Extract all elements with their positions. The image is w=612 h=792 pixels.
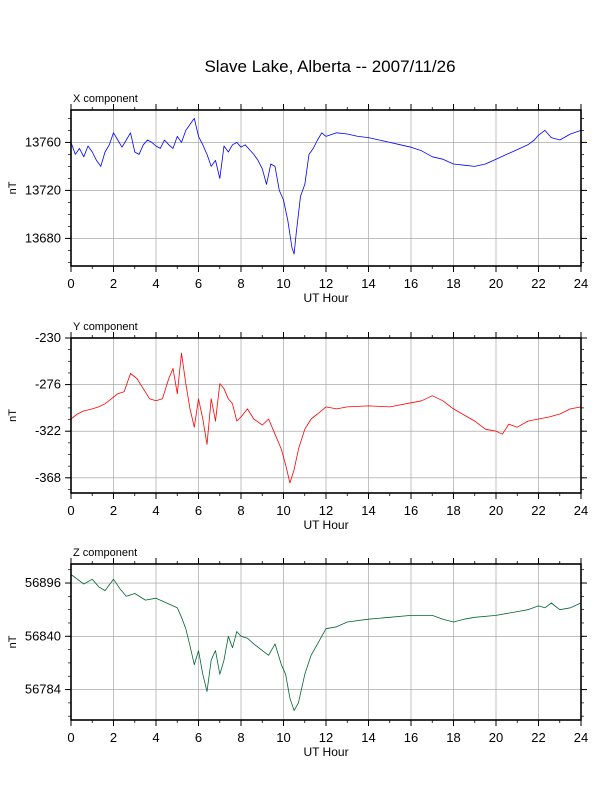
- chart-3-ytick-label-1: 56840: [25, 628, 61, 643]
- chart-title: Slave Lake, Alberta -- 2007/11/26: [204, 57, 456, 76]
- chart-3-xtick-label-8: 16: [404, 730, 418, 745]
- chart-3-xtick-label-6: 12: [319, 730, 333, 745]
- chart-2-series-line: [70, 352, 582, 484]
- chart-1-xtick-label-9: 18: [446, 276, 460, 291]
- chart-3-x-axis-label: UT Hour: [303, 745, 348, 759]
- chart-1-xtick-label-3: 6: [195, 276, 202, 291]
- chart-1-xtick-label-6: 12: [319, 276, 333, 291]
- chart-2-xtick-label-10: 20: [489, 503, 503, 518]
- chart-1-xtick-label-5: 10: [276, 276, 290, 291]
- chart-2-xtick-label-6: 12: [319, 503, 333, 518]
- chart-1-xtick-label-4: 8: [237, 276, 244, 291]
- chart-3-xtick-label-9: 18: [446, 730, 460, 745]
- chart-3-panel-label: Z component: [73, 547, 137, 559]
- chart-2-ytick-label-1: -276: [35, 377, 61, 392]
- chart-2-x-axis-label: UT Hour: [303, 518, 348, 532]
- chart-2-xtick-label-11: 22: [531, 503, 545, 518]
- chart-1-xtick-label-0: 0: [67, 276, 74, 291]
- chart-3-xtick-label-4: 8: [237, 730, 244, 745]
- chart-3-ytick-label-0: 56784: [25, 682, 61, 697]
- chart-3-xtick-label-3: 6: [195, 730, 202, 745]
- chart-2-xtick-label-12: 24: [574, 503, 588, 518]
- chart-2-xtick-label-7: 14: [361, 503, 375, 518]
- chart-2-y-axis-label: nT: [7, 409, 19, 422]
- chart-1-ytick-label-1: 13720: [25, 182, 61, 197]
- chart-1-xtick-label-10: 20: [489, 276, 503, 291]
- chart-2-panel-label: Y component: [73, 321, 138, 333]
- chart-2-xtick-label-2: 4: [152, 503, 159, 518]
- chart-1-panel-label: X component: [73, 93, 138, 105]
- chart-2-ytick-label-0: -230: [35, 330, 61, 345]
- chart-2-xtick-label-1: 2: [110, 503, 117, 518]
- chart-1-xtick-label-7: 14: [361, 276, 375, 291]
- chart-1-x-axis-label: UT Hour: [303, 291, 348, 305]
- chart-1-xtick-label-2: 4: [152, 276, 159, 291]
- chart-2-xtick-label-4: 8: [237, 503, 244, 518]
- chart-1-xtick-label-12: 24: [574, 276, 588, 291]
- chart-3-xtick-label-0: 0: [67, 730, 74, 745]
- chart-2-ytick-label-3: -368: [35, 470, 61, 485]
- chart-1-xtick-label-1: 2: [110, 276, 117, 291]
- chart-1-y-axis-label: nT: [7, 181, 19, 194]
- chart-3-xtick-label-2: 4: [152, 730, 159, 745]
- chart-3-xtick-label-1: 2: [110, 730, 117, 745]
- chart-2-xtick-label-8: 16: [404, 503, 418, 518]
- chart-3-xtick-label-7: 14: [361, 730, 375, 745]
- chart-3-xtick-label-5: 10: [276, 730, 290, 745]
- chart-3-xtick-label-10: 20: [489, 730, 503, 745]
- chart-1-ytick-label-0: 13680: [25, 230, 61, 245]
- chart-3-xtick-label-11: 22: [531, 730, 545, 745]
- chart-3-xtick-label-12: 24: [574, 730, 588, 745]
- chart-2-xtick-label-0: 0: [67, 503, 74, 518]
- chart-1-xtick-label-11: 22: [531, 276, 545, 291]
- chart-2-xtick-label-9: 18: [446, 503, 460, 518]
- chart-3-ytick-label-2: 56896: [25, 575, 61, 590]
- chart-2-xtick-label-5: 10: [276, 503, 290, 518]
- chart-1-ytick-label-2: 13760: [25, 134, 61, 149]
- chart-2-ytick-label-2: -322: [35, 423, 61, 438]
- chart-1-xtick-label-8: 16: [404, 276, 418, 291]
- chart-2-xtick-label-3: 6: [195, 503, 202, 518]
- chart-3-series-line: [70, 574, 582, 711]
- chart-1-series-line: [70, 118, 582, 255]
- chart-3-y-axis-label: nT: [7, 635, 19, 648]
